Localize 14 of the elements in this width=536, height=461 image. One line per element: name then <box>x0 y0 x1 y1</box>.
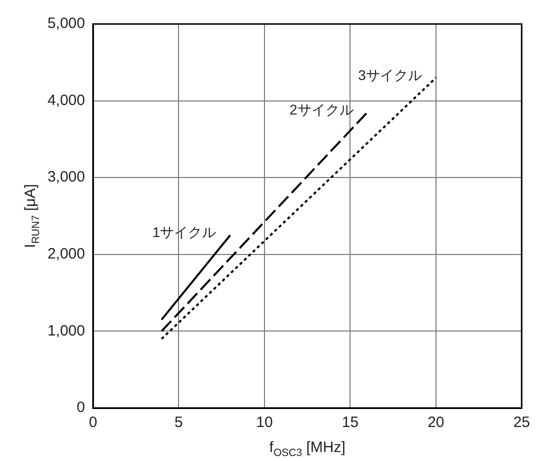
y-tick-label: 3,000 <box>47 168 85 186</box>
y-tick-label: 1,000 <box>47 322 85 340</box>
y-tick-label: 0 <box>76 399 85 416</box>
x-tick-label: 15 <box>342 414 359 432</box>
y-tick-label: 4,000 <box>47 92 85 109</box>
x-tick-label: 0 <box>88 414 98 432</box>
x-tick-label: 10 <box>256 414 273 432</box>
series-label: 3サイクル <box>358 66 422 83</box>
y-tick-label: 5,000 <box>47 15 85 32</box>
x-tick-label: 5 <box>174 414 183 432</box>
x-tick-label: 20 <box>428 414 444 432</box>
x-tick-label: 25 <box>513 414 530 432</box>
y-tick-label: 2,000 <box>47 246 85 263</box>
y-axis-title: IRUN7 [μA] <box>22 184 42 248</box>
